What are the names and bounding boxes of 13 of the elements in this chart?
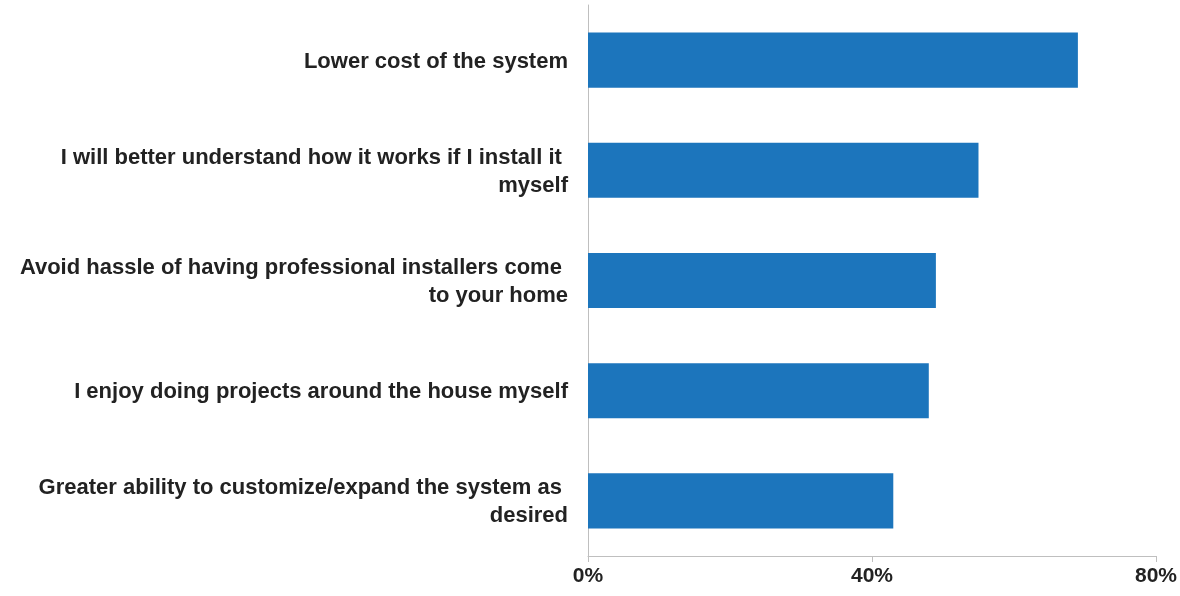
y-tick-label: Greater ability to customize/expand the system as desired xyxy=(38,474,568,528)
bar xyxy=(588,473,894,529)
x-tick-label: 80% xyxy=(1134,563,1178,586)
y-tick-label: Lower cost of the system xyxy=(303,47,568,73)
x-tick-label: 40% xyxy=(850,563,894,586)
bar xyxy=(588,142,979,198)
y-tick-label: Avoid hassle of having professional installers come to your home xyxy=(19,254,568,307)
y-tick-label: I enjoy doing projects around the house myself xyxy=(74,378,569,404)
x-tick-label: 0% xyxy=(572,563,604,586)
bar xyxy=(588,32,1078,88)
bar xyxy=(588,363,929,419)
y-tick-label: I will better understand how it works if I install it myself xyxy=(60,143,569,197)
bar xyxy=(588,252,936,309)
